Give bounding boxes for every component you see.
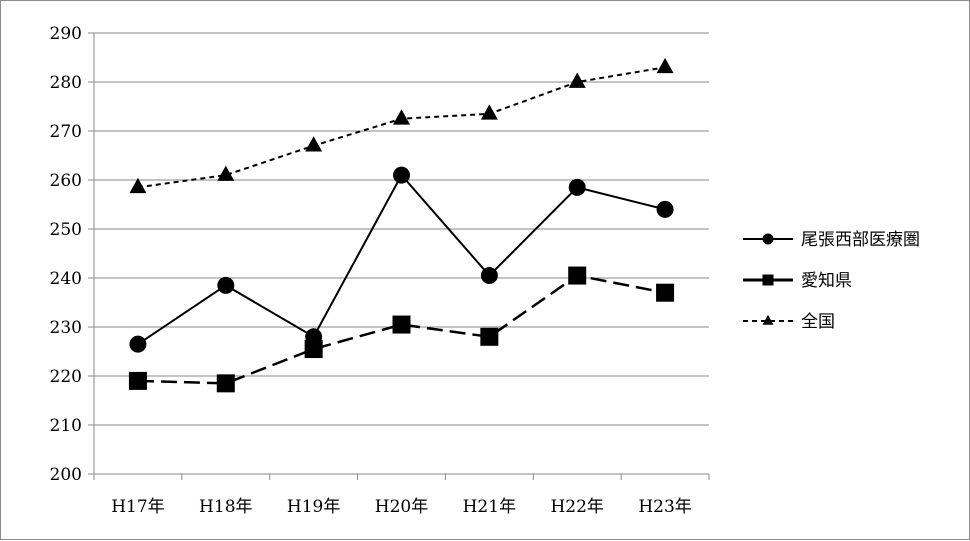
gridlines: [94, 32, 709, 426]
data-point-triangle: [762, 314, 774, 325]
data-point-square: [568, 266, 587, 285]
axes: [93, 33, 709, 475]
series-2: [128, 266, 675, 393]
x-tick-label: H21年: [463, 497, 516, 517]
data-point-triangle: [656, 57, 674, 74]
data-point-square: [304, 340, 323, 359]
y-tick-label: 200: [50, 465, 82, 485]
legend-label: 全国: [801, 312, 835, 332]
legend-label: 尾張西部医療圏: [801, 230, 920, 250]
legend-item-2: 愛知県: [743, 271, 852, 291]
y-tick-label: 270: [50, 122, 82, 142]
data-point-square: [128, 371, 147, 390]
y-tick-label: 230: [50, 318, 82, 338]
legend-item-3: 全国: [743, 312, 835, 332]
series-layer: [128, 57, 675, 393]
data-point-triangle: [568, 72, 586, 88]
data-point-square: [656, 283, 675, 302]
x-tick-label: H17年: [111, 497, 164, 517]
y-tick-label: 290: [50, 24, 82, 44]
data-point-circle: [480, 267, 498, 285]
legend-label: 愛知県: [801, 271, 852, 291]
y-tick-label: 260: [50, 171, 82, 191]
x-tick-label: H18年: [199, 497, 252, 517]
x-tick-label: H20年: [375, 497, 428, 517]
data-point-square: [762, 274, 774, 286]
data-point-triangle: [393, 109, 410, 125]
data-point-triangle: [305, 136, 323, 152]
data-point-circle: [762, 233, 774, 245]
data-point-circle: [568, 178, 586, 196]
series-1: [129, 166, 674, 353]
data-point-square: [216, 374, 235, 393]
data-point-square: [392, 315, 411, 334]
legend-item-1: 尾張西部医療圏: [743, 230, 920, 250]
y-tick-label: 280: [50, 73, 82, 93]
data-point-circle: [393, 166, 410, 184]
y-tick-label: 220: [50, 367, 82, 387]
data-point-circle: [656, 200, 674, 218]
x-axis-ticks: H17年 H18年 H19年 H20年 H21年 H22年 H23年: [93, 474, 710, 517]
x-tick-label: H22年: [550, 497, 603, 517]
y-tick-label: 210: [50, 416, 82, 436]
series-3: [129, 57, 674, 194]
data-point-square: [480, 327, 499, 346]
data-point-circle: [129, 335, 147, 353]
data-point-triangle: [217, 165, 235, 181]
y-axis-ticks: 200 210 220 230 240 250 260 270 280 290: [50, 24, 94, 485]
y-tick-label: 250: [50, 220, 82, 240]
x-tick-label: H23年: [638, 497, 691, 517]
y-tick-label: 240: [50, 269, 82, 289]
data-point-triangle: [129, 177, 147, 194]
x-tick-label: H19年: [287, 497, 340, 517]
data-point-circle: [217, 276, 235, 294]
data-point-triangle: [480, 104, 498, 120]
